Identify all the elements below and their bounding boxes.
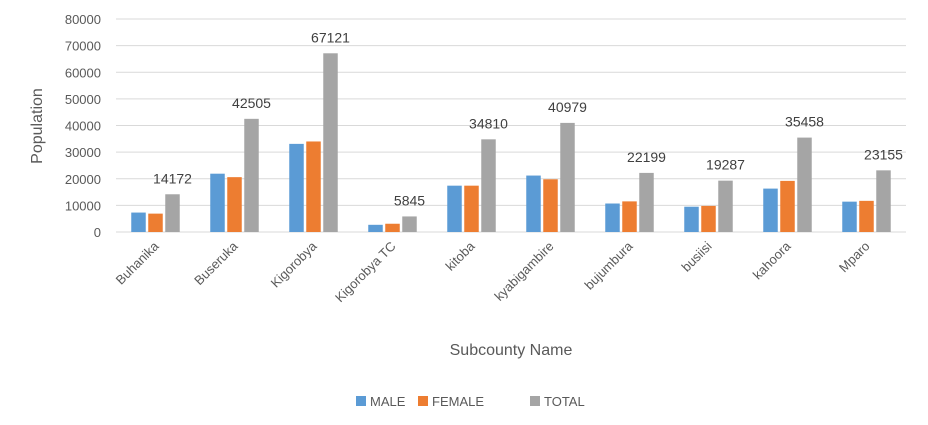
bar-male [842, 201, 857, 232]
legend-swatch-total [530, 396, 540, 406]
y-tick-label: 0 [94, 225, 101, 240]
bar-total [402, 216, 417, 232]
legend-label-total: TOTAL [544, 394, 585, 409]
bar-female [780, 180, 795, 232]
data-label: 67121 [311, 29, 350, 45]
bar-male [289, 143, 304, 232]
bar-female [306, 141, 321, 232]
bar-total [165, 194, 180, 232]
legend-swatch-female [418, 396, 428, 406]
bar-female [543, 179, 558, 232]
y-axis-title: Population [29, 88, 46, 164]
bar-female [385, 223, 400, 232]
data-label: 14172 [153, 170, 192, 186]
legend-label-female: FEMALE [432, 394, 484, 409]
x-tick-label: busiisi [678, 238, 714, 274]
bar-male [131, 212, 146, 232]
x-tick-label: kyabigambire [491, 239, 556, 304]
bar-total [481, 139, 496, 232]
bar-male [368, 224, 383, 232]
bars [131, 53, 891, 232]
bar-total [639, 172, 654, 232]
x-tick-label: kahoora [750, 238, 794, 282]
y-axis-ticks: 0 10000 20000 30000 40000 50000 60000 70000 8000… [65, 12, 101, 240]
legend-swatch-male [356, 396, 366, 406]
data-labels: 14172 42505 67121 5845 34810 40979 22199 19287 3… [153, 29, 903, 208]
y-tick-label: 80000 [65, 12, 101, 27]
data-label: 23155 [864, 146, 903, 162]
bar-total [876, 170, 891, 232]
bar-male [447, 185, 462, 232]
bar-female [701, 205, 716, 232]
bar-female [622, 201, 637, 232]
bar-female [227, 177, 242, 232]
x-tick-label: bujumbura [582, 238, 637, 293]
bar-female [148, 213, 163, 232]
bar-female [464, 185, 479, 232]
x-tick-label: Kigorobya TC [332, 239, 399, 306]
y-tick-label: 10000 [65, 198, 101, 213]
bar-total [244, 118, 259, 232]
y-tick-label: 60000 [65, 65, 101, 80]
data-label: 42505 [232, 95, 271, 111]
bar-total [718, 180, 733, 232]
bar-male [684, 206, 699, 232]
x-tick-label: Mparo [836, 239, 873, 276]
y-tick-label: 70000 [65, 39, 101, 54]
bar-female [859, 200, 874, 232]
bar-male [526, 175, 541, 232]
y-tick-label: 20000 [65, 172, 101, 187]
bar-total [323, 53, 338, 232]
x-axis-ticks: Buhanika Buseruka Kigorobya Kigorobya TC kit… [113, 238, 873, 305]
legend: MALE FEMALE TOTAL [356, 394, 585, 409]
bar-male [605, 203, 620, 232]
x-tick-label: Kigorobya [268, 238, 321, 291]
bar-total [797, 137, 812, 232]
data-label: 40979 [548, 99, 587, 115]
data-label: 5845 [394, 192, 425, 208]
x-tick-label: Buhanika [113, 238, 162, 287]
legend-label-male: MALE [370, 394, 406, 409]
bar-male [763, 188, 778, 232]
x-axis-title: Subcounty Name [450, 342, 573, 359]
y-tick-label: 50000 [65, 92, 101, 107]
bar-male [210, 173, 225, 232]
x-tick-label: Buseruka [191, 238, 241, 288]
data-label: 22199 [627, 149, 666, 165]
y-tick-label: 40000 [65, 119, 101, 134]
bar-total [560, 122, 575, 232]
x-tick-label: kitoba [442, 238, 478, 274]
y-tick-label: 30000 [65, 145, 101, 160]
data-label: 35458 [785, 114, 824, 130]
data-label: 19287 [706, 157, 745, 173]
data-label: 34810 [469, 115, 508, 131]
